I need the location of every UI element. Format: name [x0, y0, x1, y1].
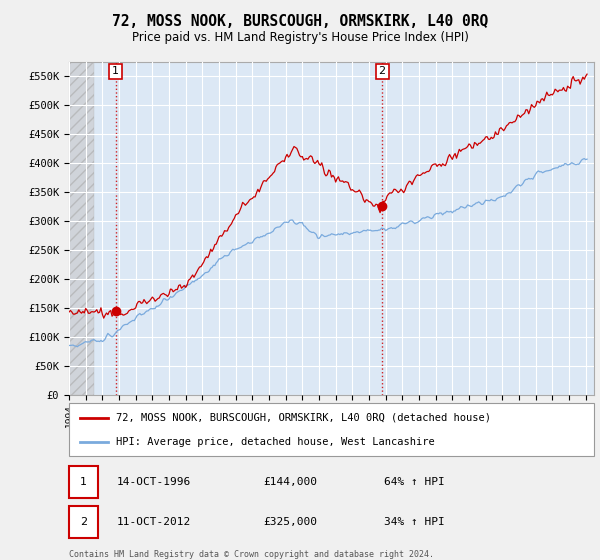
Text: 2: 2 [379, 67, 386, 77]
Text: HPI: Average price, detached house, West Lancashire: HPI: Average price, detached house, West… [116, 437, 435, 447]
Bar [69, 506, 98, 538]
Bar [69, 466, 98, 498]
Text: 72, MOSS NOOK, BURSCOUGH, ORMSKIRK, L40 0RQ: 72, MOSS NOOK, BURSCOUGH, ORMSKIRK, L40 … [112, 14, 488, 29]
Text: £325,000: £325,000 [263, 517, 317, 526]
Text: Price paid vs. HM Land Registry's House Price Index (HPI): Price paid vs. HM Land Registry's House … [131, 31, 469, 44]
Text: 2: 2 [80, 517, 87, 526]
Text: Contains HM Land Registry data © Crown copyright and database right 2024.
This d: Contains HM Land Registry data © Crown c… [69, 550, 434, 560]
Text: 11-OCT-2012: 11-OCT-2012 [116, 517, 191, 526]
Text: 64% ↑ HPI: 64% ↑ HPI [384, 477, 445, 487]
Text: £144,000: £144,000 [263, 477, 317, 487]
Text: 14-OCT-1996: 14-OCT-1996 [116, 477, 191, 487]
Text: 1: 1 [80, 477, 87, 487]
Text: 1: 1 [112, 67, 119, 77]
Text: 72, MOSS NOOK, BURSCOUGH, ORMSKIRK, L40 0RQ (detached house): 72, MOSS NOOK, BURSCOUGH, ORMSKIRK, L40 … [116, 413, 491, 423]
Bar [69, 62, 94, 395]
Text: 34% ↑ HPI: 34% ↑ HPI [384, 517, 445, 526]
